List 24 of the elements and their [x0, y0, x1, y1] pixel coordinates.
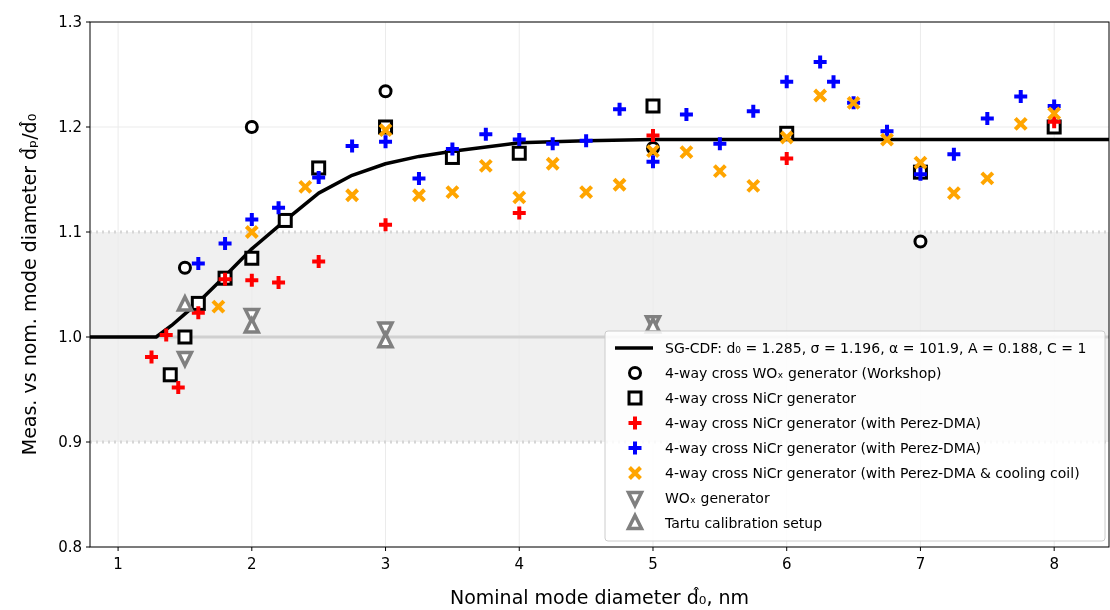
- legend-label: 4-way cross NiCr generator (with Perez-DMA & cooling coil): [665, 465, 1080, 481]
- legend-label: SG-CDF: d₀ = 1.285, σ = 1.196, α = 101.9, A = 0.188, C = 1: [665, 340, 1087, 356]
- x-tick-label: 2: [247, 555, 257, 573]
- legend-label: 4-way cross NiCr generator (with Perez-DMA): [665, 440, 981, 456]
- x-tick-label: 8: [1049, 555, 1059, 573]
- x-tick-label: 7: [915, 555, 926, 573]
- y-tick-label: 1.3: [58, 13, 82, 31]
- y-tick-label: 1.2: [58, 118, 82, 136]
- x-tick-label: 6: [781, 555, 792, 573]
- legend-label: 4-way cross NiCr generator (with Perez-DMA): [665, 415, 981, 431]
- legend-label: Tartu calibration setup: [664, 515, 823, 531]
- y-tick-label: 0.9: [58, 433, 82, 451]
- y-tick-label: 0.8: [58, 538, 82, 556]
- legend-label: WOₓ generator: [665, 490, 770, 506]
- x-tick-label: 1: [113, 555, 123, 573]
- y-tick-label: 1.1: [58, 223, 82, 241]
- legend-label: 4-way cross WOₓ generator (Workshop): [665, 365, 942, 381]
- x-tick-label: 3: [380, 555, 391, 573]
- y-axis-title: Meas. vs nom. mode diameter d̂ₚ/d̂₀: [18, 113, 40, 456]
- legend-label: 4-way cross NiCr generator: [665, 390, 857, 406]
- x-tick-label: 4: [514, 555, 525, 573]
- y-tick-label: 1.0: [58, 328, 82, 346]
- x-tick-label: 5: [648, 555, 658, 573]
- x-axis-title: Nominal mode diameter d̂₀, nm: [449, 586, 750, 608]
